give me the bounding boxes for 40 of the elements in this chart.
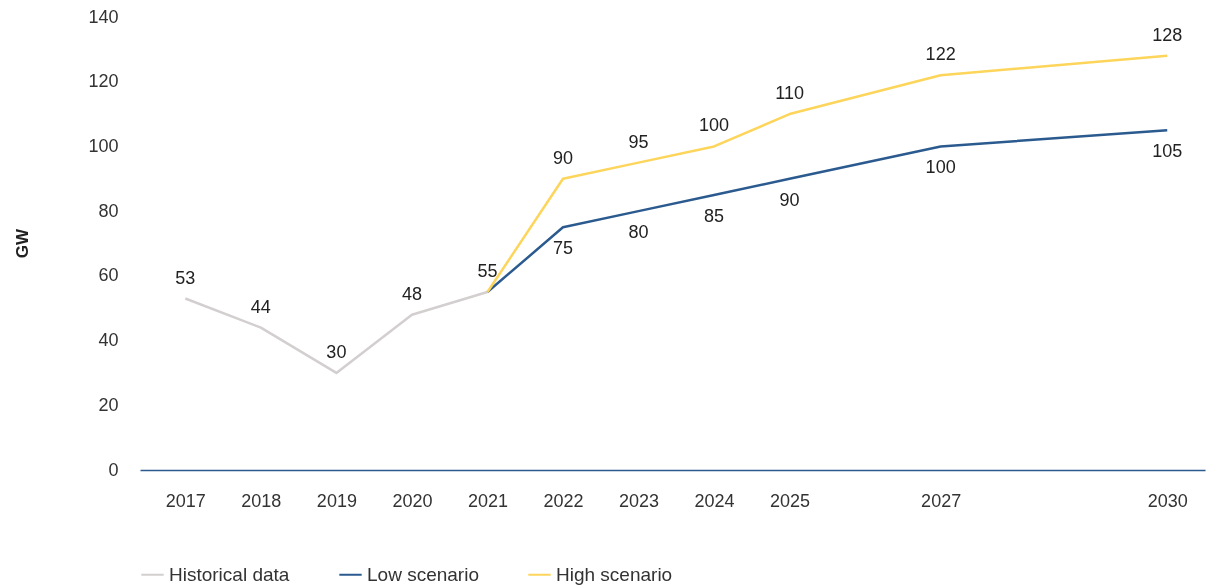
x-tick-label: 2030 bbox=[1147, 490, 1188, 511]
data-label: 100 bbox=[699, 115, 730, 136]
data-label: 105 bbox=[1152, 141, 1183, 162]
legend-label: Historical data bbox=[169, 563, 290, 585]
y-tick-label: 140 bbox=[88, 6, 119, 27]
x-tick-label: 2017 bbox=[165, 490, 206, 511]
x-tick-label: 2027 bbox=[921, 490, 962, 511]
data-label: 75 bbox=[552, 238, 573, 259]
legend-label: High scenario bbox=[556, 563, 673, 585]
data-label: 80 bbox=[628, 222, 649, 243]
data-label: 110 bbox=[775, 83, 804, 104]
x-tick-label: 2018 bbox=[241, 490, 282, 511]
data-label: 44 bbox=[250, 296, 271, 317]
data-label: 90 bbox=[779, 189, 800, 210]
data-label: 48 bbox=[401, 283, 422, 304]
y-tick-label: 80 bbox=[98, 200, 119, 221]
x-tick-label: 2020 bbox=[392, 490, 433, 511]
data-label: 30 bbox=[326, 341, 347, 362]
y-tick-label: 100 bbox=[88, 135, 119, 156]
y-tick-label: 20 bbox=[98, 394, 119, 415]
y-tick-label: 120 bbox=[88, 71, 119, 92]
data-label: 122 bbox=[925, 44, 956, 65]
data-label: 95 bbox=[628, 131, 649, 152]
data-label: 100 bbox=[925, 157, 956, 178]
x-tick-label: 2019 bbox=[316, 490, 357, 511]
data-label: 85 bbox=[704, 205, 725, 226]
y-axis-title: GW bbox=[12, 227, 32, 259]
data-label: 55 bbox=[477, 261, 498, 282]
x-tick-label: 2022 bbox=[543, 490, 584, 511]
legend-label: Low scenario bbox=[367, 563, 479, 585]
x-tick-label: 2021 bbox=[467, 490, 508, 511]
y-tick-label: 40 bbox=[98, 330, 119, 351]
x-tick-label: 2025 bbox=[770, 490, 811, 511]
data-label: 128 bbox=[1152, 24, 1183, 45]
x-tick-label: 2023 bbox=[618, 490, 660, 511]
data-label: 90 bbox=[552, 147, 573, 168]
y-tick-label: 0 bbox=[108, 459, 119, 480]
x-tick-label: 2024 bbox=[694, 490, 735, 511]
y-tick-label: 60 bbox=[98, 265, 119, 286]
data-label: 53 bbox=[175, 267, 196, 288]
